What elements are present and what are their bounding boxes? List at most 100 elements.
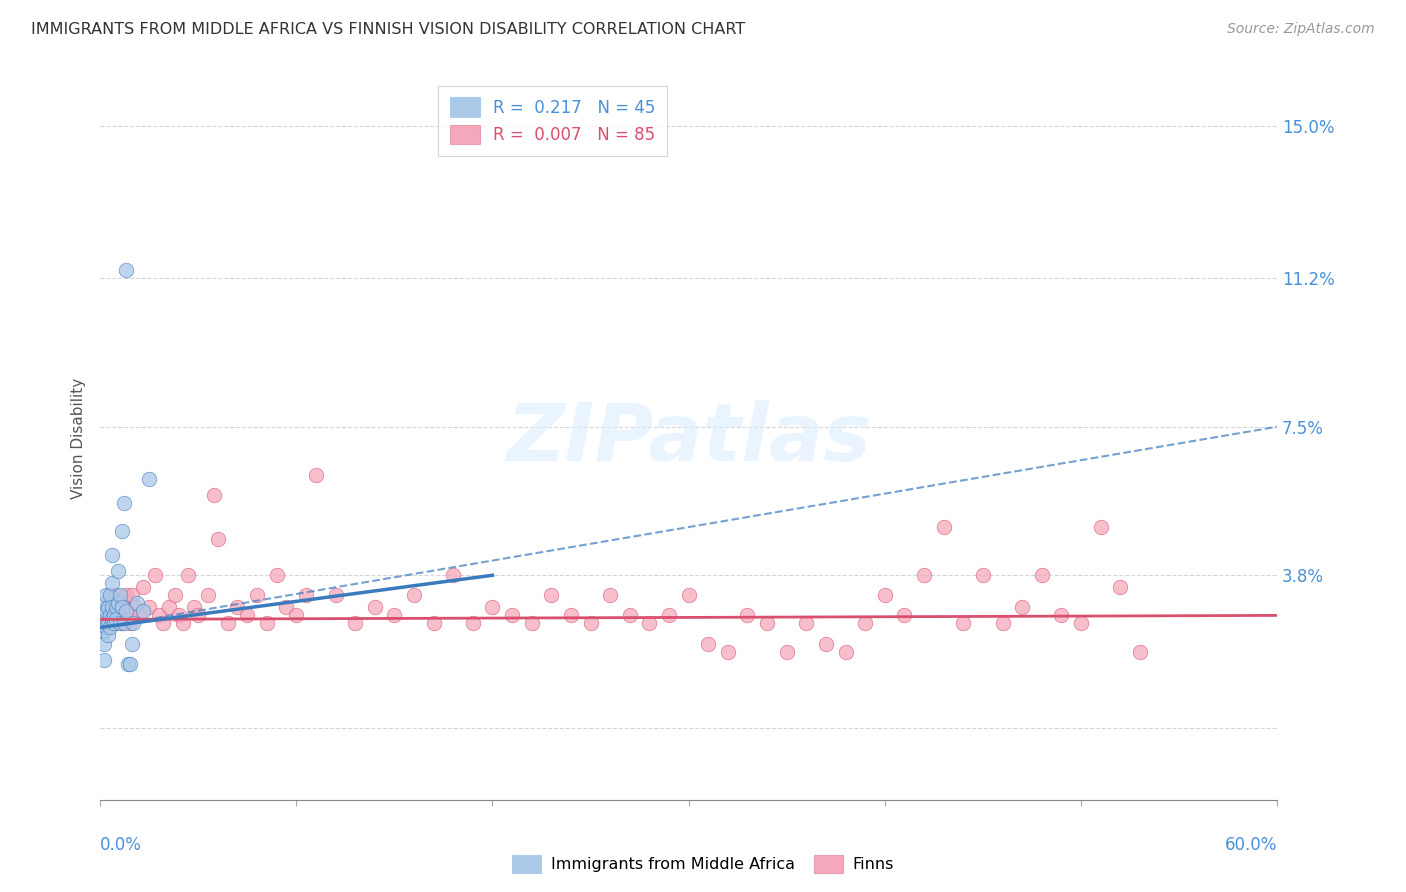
Point bbox=[107, 600, 129, 615]
Point bbox=[756, 616, 779, 631]
Point bbox=[103, 616, 125, 631]
Point bbox=[101, 608, 124, 623]
Point bbox=[93, 616, 115, 631]
Point bbox=[1070, 616, 1092, 631]
Point bbox=[138, 472, 160, 486]
Point bbox=[94, 612, 117, 626]
Point bbox=[814, 636, 837, 650]
Point bbox=[112, 496, 135, 510]
Point bbox=[124, 600, 146, 615]
Point bbox=[114, 588, 136, 602]
Point bbox=[226, 600, 249, 615]
Point bbox=[91, 610, 114, 624]
Point bbox=[972, 568, 994, 582]
Point bbox=[108, 588, 131, 602]
Point bbox=[402, 588, 425, 602]
Point bbox=[143, 568, 166, 582]
Point bbox=[678, 588, 700, 602]
Point bbox=[127, 596, 149, 610]
Point bbox=[912, 568, 935, 582]
Point bbox=[122, 616, 145, 631]
Point bbox=[183, 600, 205, 615]
Point bbox=[932, 520, 955, 534]
Point bbox=[157, 600, 180, 615]
Point bbox=[256, 616, 278, 631]
Point bbox=[111, 600, 134, 615]
Text: IMMIGRANTS FROM MIDDLE AFRICA VS FINNISH VISION DISABILITY CORRELATION CHART: IMMIGRANTS FROM MIDDLE AFRICA VS FINNISH… bbox=[31, 22, 745, 37]
Point bbox=[167, 608, 190, 623]
Point bbox=[638, 616, 661, 631]
Point bbox=[560, 608, 582, 623]
Point bbox=[266, 568, 288, 582]
Point bbox=[108, 608, 131, 623]
Point bbox=[177, 568, 200, 582]
Point bbox=[1109, 580, 1132, 594]
Point bbox=[461, 616, 484, 631]
Point bbox=[295, 588, 318, 602]
Point bbox=[101, 548, 124, 562]
Point bbox=[501, 608, 523, 623]
Point bbox=[305, 467, 328, 482]
Point bbox=[93, 636, 115, 650]
Point bbox=[794, 616, 817, 631]
Point bbox=[276, 600, 298, 615]
Text: 0.0%: 0.0% bbox=[100, 836, 142, 854]
Point bbox=[207, 532, 229, 546]
Point bbox=[104, 612, 127, 626]
Point bbox=[132, 580, 155, 594]
Point bbox=[93, 596, 115, 610]
Point bbox=[344, 616, 367, 631]
Point bbox=[97, 628, 120, 642]
Point bbox=[422, 616, 444, 631]
Point bbox=[98, 588, 121, 602]
Point bbox=[246, 588, 269, 602]
Point bbox=[108, 616, 131, 631]
Point bbox=[101, 612, 124, 626]
Text: 60.0%: 60.0% bbox=[1225, 836, 1277, 854]
Point bbox=[107, 564, 129, 578]
Point bbox=[93, 608, 115, 623]
Point bbox=[94, 604, 117, 618]
Point bbox=[117, 657, 139, 671]
Point bbox=[103, 608, 125, 623]
Point bbox=[163, 588, 186, 602]
Point bbox=[101, 576, 124, 591]
Point bbox=[114, 263, 136, 277]
Point bbox=[94, 608, 117, 623]
Point bbox=[325, 588, 347, 602]
Point bbox=[107, 596, 129, 610]
Point bbox=[148, 608, 170, 623]
Point bbox=[93, 616, 115, 631]
Point bbox=[991, 616, 1014, 631]
Point bbox=[697, 636, 720, 650]
Point bbox=[217, 616, 239, 631]
Point bbox=[128, 608, 150, 623]
Point bbox=[121, 588, 143, 602]
Point bbox=[1011, 600, 1033, 615]
Point bbox=[441, 568, 464, 582]
Point bbox=[93, 652, 115, 666]
Point bbox=[98, 620, 121, 634]
Point bbox=[91, 615, 114, 629]
Point bbox=[118, 657, 141, 671]
Point bbox=[114, 604, 136, 618]
Point bbox=[776, 644, 799, 658]
Y-axis label: Vision Disability: Vision Disability bbox=[72, 378, 86, 500]
Point bbox=[1090, 520, 1112, 534]
Point bbox=[579, 616, 602, 631]
Point bbox=[717, 644, 740, 658]
Point bbox=[853, 616, 876, 631]
Point bbox=[97, 600, 120, 615]
Text: Source: ZipAtlas.com: Source: ZipAtlas.com bbox=[1227, 22, 1375, 37]
Point bbox=[1050, 608, 1073, 623]
Point bbox=[91, 604, 114, 618]
Point bbox=[152, 616, 174, 631]
Point bbox=[834, 644, 856, 658]
Point bbox=[101, 600, 124, 615]
Legend: Immigrants from Middle Africa, Finns: Immigrants from Middle Africa, Finns bbox=[506, 848, 900, 880]
Point bbox=[94, 588, 117, 602]
Point bbox=[104, 600, 127, 615]
Point bbox=[118, 608, 141, 623]
Point bbox=[893, 608, 915, 623]
Point bbox=[104, 588, 127, 602]
